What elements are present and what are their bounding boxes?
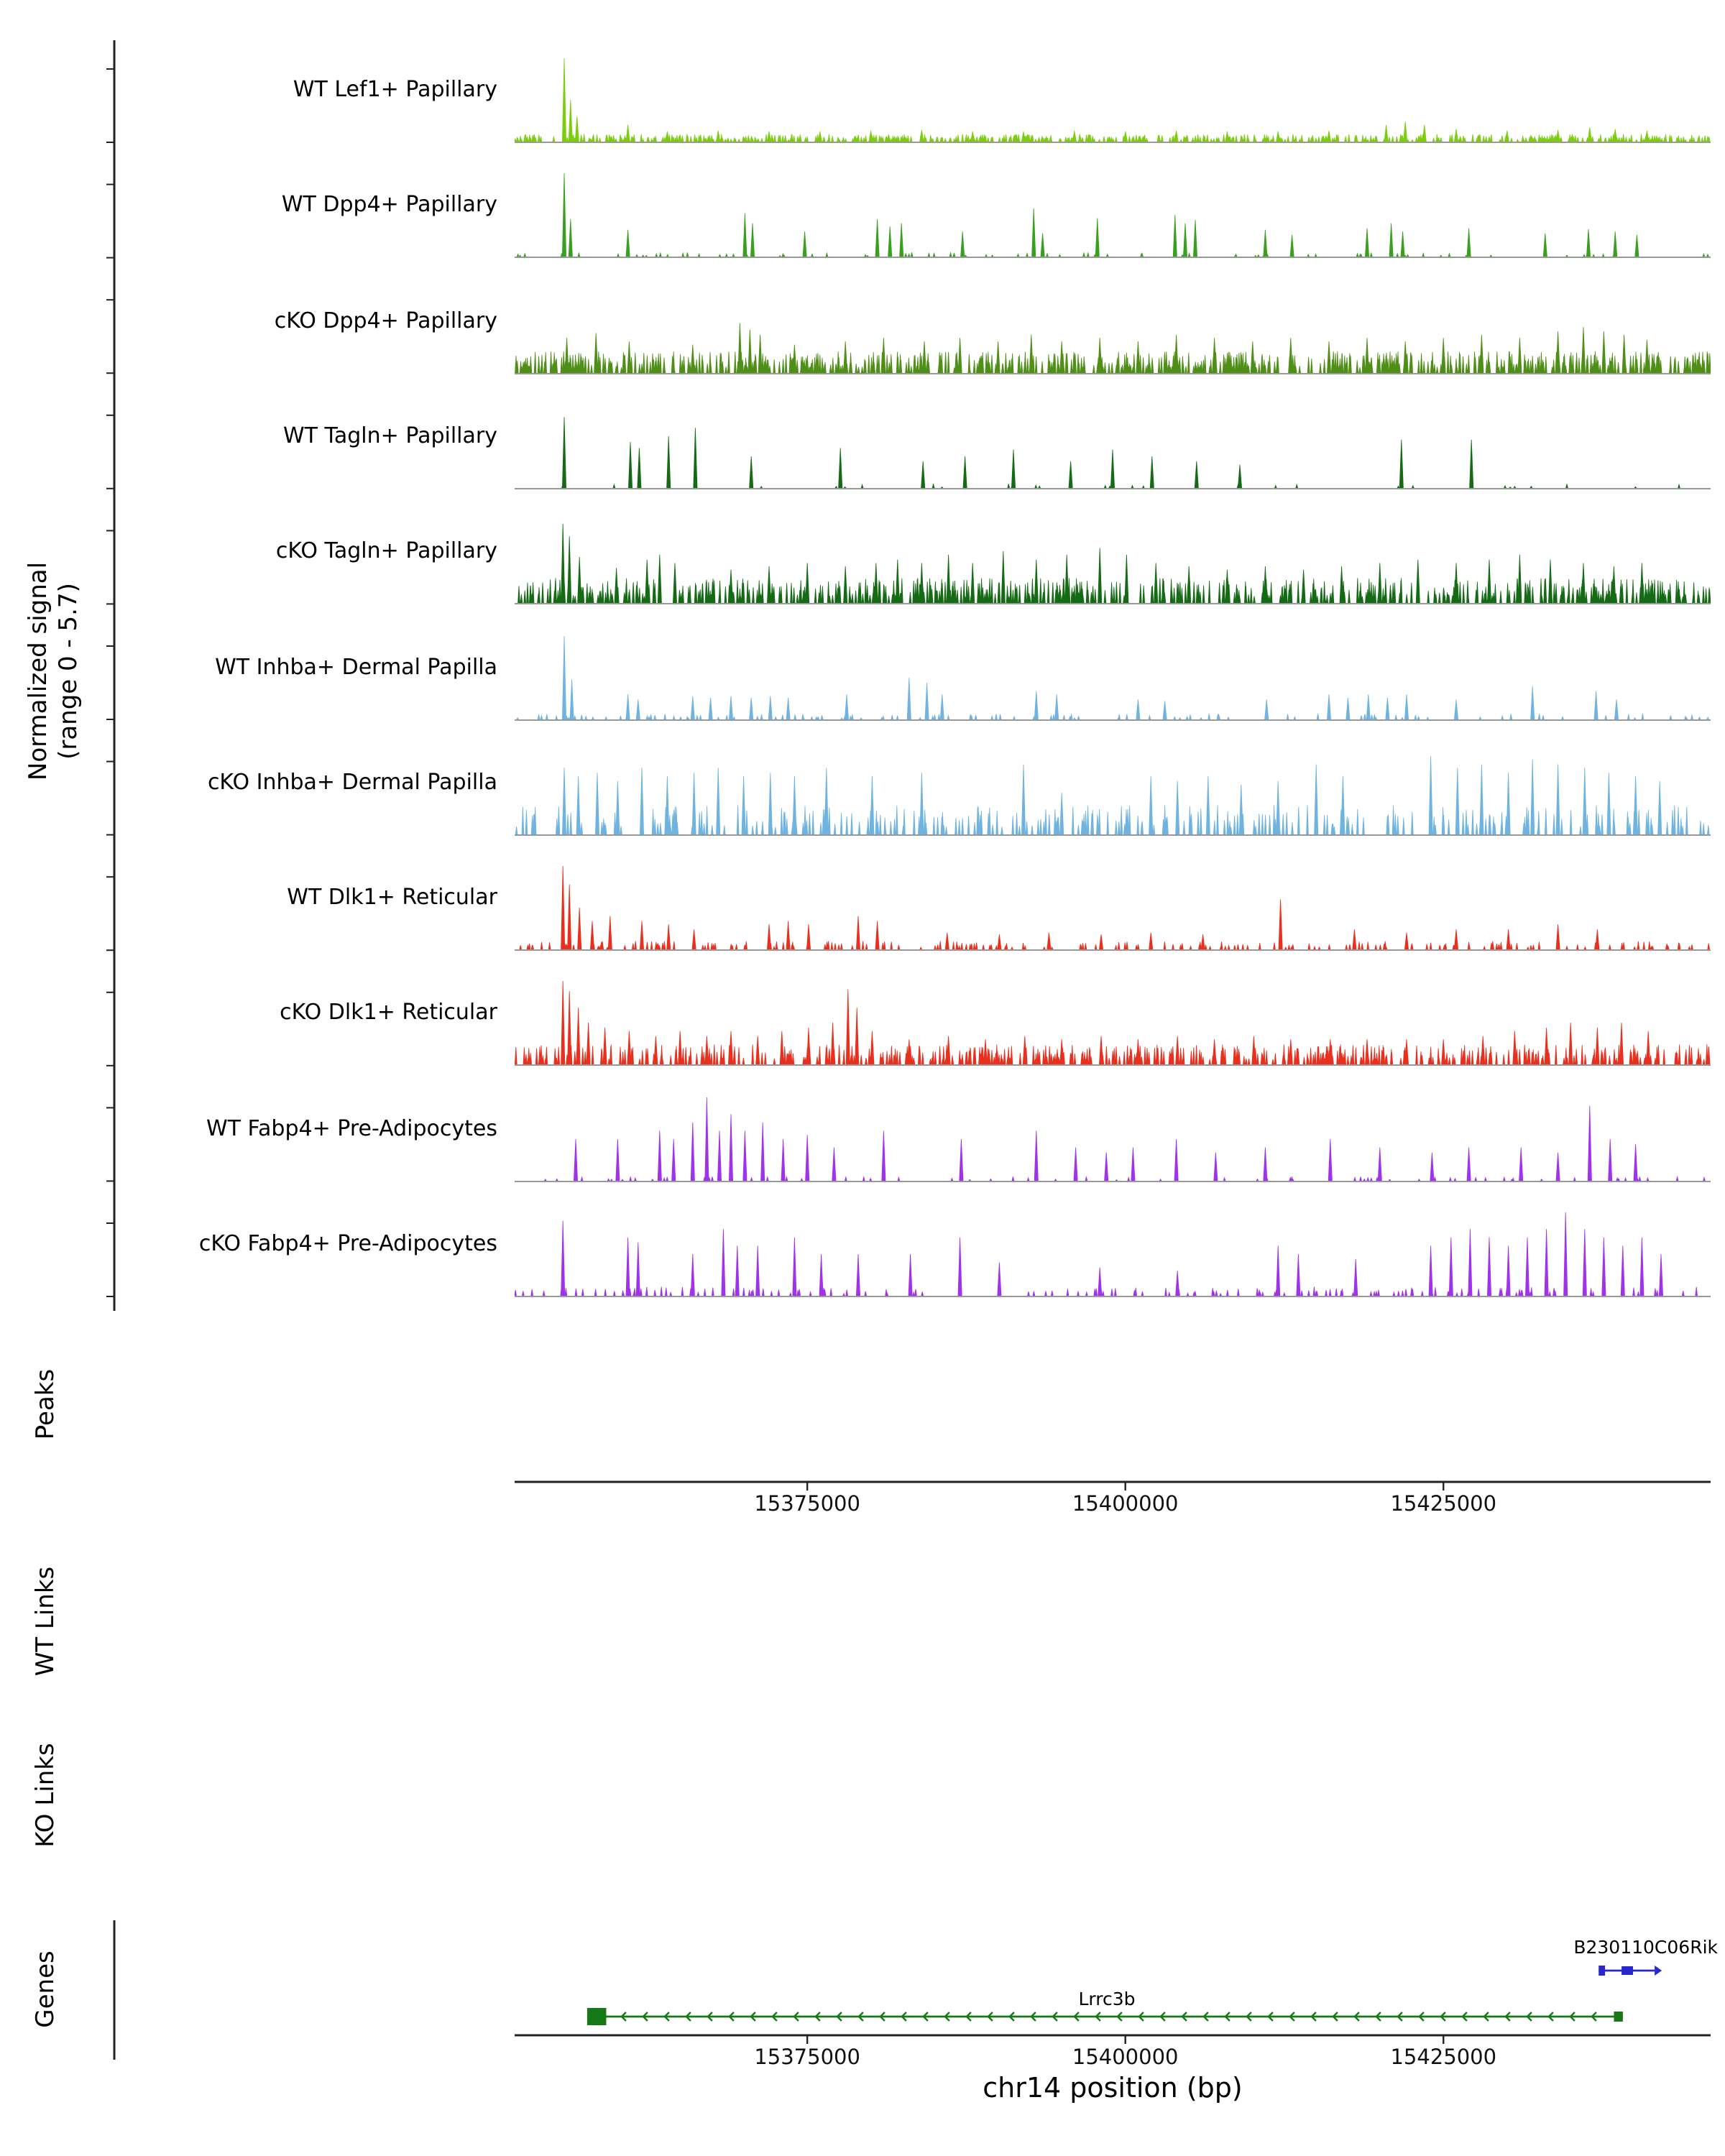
track-row: WT Fabp4+ Pre-Adipocytes: [0, 1079, 1725, 1194]
track-row: cKO Fabp4+ Pre-Adipocytes: [0, 1194, 1725, 1309]
gene-label-b230110c06rik: B230110C06Rik: [1573, 1936, 1718, 1958]
track-label: cKO Dlk1+ Reticular: [280, 999, 497, 1026]
track-label: cKO Fabp4+ Pre-Adipocytes: [198, 1230, 497, 1256]
track-label: cKO Tagln+ Papillary: [275, 538, 497, 564]
genes-axis-bracket: [113, 1920, 116, 2060]
track-label: WT Tagln+ Papillary: [283, 422, 497, 448]
signal-tracks: WT Lef1+ Papillary WT Dpp4+ Papillary cKO …: [0, 40, 1725, 1309]
x-axis-tick-label: 15400000: [1072, 1493, 1179, 1516]
x-axis-tick-label: 15425000: [1390, 2047, 1497, 2070]
track-signal: [515, 755, 1711, 836]
gene-models: [586, 1966, 1662, 2025]
track-signal: [515, 322, 1711, 374]
track-label: WT Inhba+ Dermal Papilla: [215, 653, 497, 679]
gene-model-lrrc3b: [586, 2008, 1623, 2025]
section-label-peaks: Peaks: [32, 1368, 60, 1440]
track-signal: [515, 1212, 1711, 1297]
track-row: WT Inhba+ Dermal Papilla: [0, 617, 1725, 732]
section-label-genes: Genes: [32, 1950, 60, 2028]
section-label-ko-links: KO Links: [32, 1743, 60, 1848]
track-label: cKO Dpp4+ Papillary: [274, 307, 497, 333]
x-axis-tick-label: 15375000: [754, 2047, 860, 2070]
track-signal: [515, 981, 1711, 1067]
x-axis-title: chr14 position (bp): [983, 2073, 1243, 2104]
track-label: WT Fabp4+ Pre-Adipocytes: [206, 1115, 497, 1141]
x-axis-line: [515, 1480, 1711, 1491]
track-row: cKO Inhba+ Dermal Papilla: [0, 733, 1725, 848]
track-row: cKO Dpp4+ Papillary: [0, 271, 1725, 386]
gene-model-b230110c06rik: [1598, 1966, 1662, 1976]
x-axis-tick-label: 15425000: [1390, 1493, 1497, 1516]
x-axis-peaks: 15375000 15400000 15425000: [515, 1480, 1722, 1524]
track-row: WT Lef1+ Papillary: [0, 40, 1725, 155]
track-label: WT Lef1+ Papillary: [293, 76, 497, 102]
gene-label-lrrc3b: Lrrc3b: [1078, 1988, 1136, 2009]
track-row: WT Dpp4+ Papillary: [0, 156, 1725, 271]
section-label-wt-links: WT Links: [32, 1566, 60, 1677]
track-row: cKO Tagln+ Papillary: [0, 502, 1725, 617]
track-signal: [515, 417, 1711, 489]
track-row: WT Tagln+ Papillary: [0, 387, 1725, 502]
signal-axis-bracket: [106, 40, 116, 1311]
track-signal: [515, 57, 1711, 143]
track-signal: [515, 866, 1711, 952]
track-label: cKO Inhba+ Dermal Papilla: [207, 768, 497, 795]
x-axis-bottom: 15375000 15400000 15425000: [515, 2034, 1722, 2077]
track-label: WT Dpp4+ Papillary: [281, 191, 497, 218]
track-signal: [515, 635, 1711, 720]
track-row: WT Dlk1+ Reticular: [0, 848, 1725, 963]
track-label: WT Dlk1+ Reticular: [287, 884, 497, 911]
track-signal: [515, 173, 1711, 259]
x-axis-line: [515, 2034, 1711, 2044]
x-axis-tick-label: 15400000: [1072, 2047, 1179, 2070]
track-row: cKO Dlk1+ Reticular: [0, 964, 1725, 1079]
track-signal: [515, 524, 1711, 605]
x-axis-tick-label: 15375000: [754, 1493, 860, 1516]
track-signal: [515, 1097, 1711, 1182]
